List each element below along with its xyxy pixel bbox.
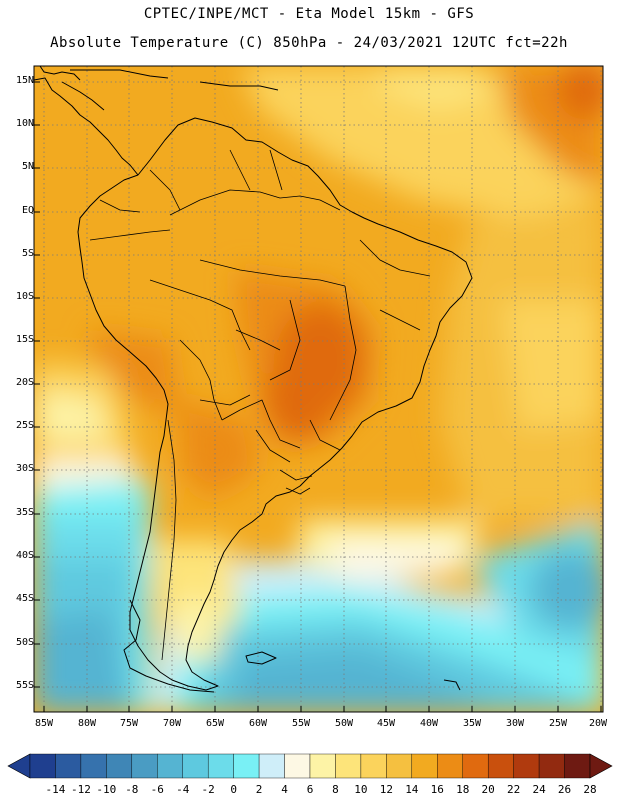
colorbar-label: -6	[150, 783, 164, 796]
lat-label: 55S	[15, 680, 34, 691]
lat-label: 25S	[15, 420, 34, 431]
colorbar-label: -14	[45, 783, 66, 796]
lat-label: 5N	[21, 161, 34, 172]
lat-label: 20S	[15, 377, 34, 388]
colorbar-swatch	[29, 753, 56, 779]
colorbar-swatch	[411, 753, 438, 779]
lat-label: 15N	[15, 75, 34, 86]
lon-label: 55W	[291, 718, 311, 729]
lon-label: 20W	[588, 718, 608, 729]
colorbar-label: 0	[230, 783, 237, 796]
colorbar-swatch	[131, 753, 158, 779]
colorbar-swatch	[55, 753, 82, 779]
colorbar-swatch	[284, 753, 311, 779]
lat-label: 50S	[15, 637, 34, 648]
colorbar-swatch	[80, 753, 107, 779]
axis-ticks	[34, 81, 602, 712]
colorbar-swatch	[513, 753, 540, 779]
colorbar-swatch	[564, 753, 591, 779]
colorbar-swatch	[233, 753, 260, 779]
lon-label: 65W	[205, 718, 225, 729]
lon-label: 35W	[462, 718, 482, 729]
lon-label: 25W	[548, 718, 568, 729]
lat-label: 15S	[15, 334, 34, 345]
colorbar-swatch	[182, 753, 209, 779]
colorbar-label: 10	[354, 783, 368, 796]
colorbar-label: 20	[481, 783, 495, 796]
coastline	[34, 66, 473, 693]
colorbar-label: 8	[332, 783, 339, 796]
colorbar-swatch	[309, 753, 336, 779]
lon-label: 30W	[505, 718, 525, 729]
lon-label: 80W	[77, 718, 97, 729]
graticule	[34, 66, 603, 712]
temperature-field	[34, 66, 603, 712]
lon-label: 75W	[119, 718, 139, 729]
colorbar-label: 2	[255, 783, 263, 796]
colorbar-swatch	[360, 753, 387, 779]
colorbar-swatch	[335, 753, 362, 779]
lat-label: 30S	[15, 463, 34, 474]
lat-label: EQ	[21, 205, 34, 216]
colorbar-label: -8	[125, 783, 139, 796]
lat-label: 5S	[21, 248, 34, 259]
lat-label: 45S	[15, 593, 34, 604]
colorbar-label: 18	[456, 783, 470, 796]
lon-label: 40W	[419, 718, 439, 729]
colorbar-label: 4	[281, 783, 288, 796]
colorbar-extend-high	[589, 753, 613, 779]
colorbar-swatch	[487, 753, 514, 779]
colorbar-label: -12	[70, 783, 91, 796]
colorbar-label: 16	[430, 783, 444, 796]
lat-label: 40S	[15, 550, 34, 561]
lat-label: 35S	[15, 507, 34, 518]
colorbar-swatch	[437, 753, 463, 779]
lat-label: 10S	[15, 291, 34, 302]
colorbar-swatch	[106, 753, 133, 779]
colorbar-swatch	[386, 753, 413, 779]
colorbar-label: 14	[405, 783, 419, 796]
colorbar-swatch	[538, 753, 565, 779]
colorbar-label: -4	[176, 783, 190, 796]
colorbar-label: 28	[583, 783, 597, 796]
colorbar-label: -2	[201, 783, 215, 796]
colorbar-label: -10	[96, 783, 117, 796]
colorbar-swatch	[258, 753, 285, 779]
colorbar-label: 12	[379, 783, 393, 796]
chart-title-line1: CPTEC/INPE/MCT - Eta Model 15km - GFS	[143, 6, 475, 22]
map-frame	[33, 65, 604, 713]
colorbar-label: 6	[306, 783, 314, 796]
chart-title-line2: Absolute Temperature (C) 850hPa - 24/03/…	[50, 35, 568, 51]
country-borders	[89, 149, 431, 661]
lat-label: 10N	[15, 118, 34, 129]
colorbar-extend-low	[7, 753, 31, 779]
colorbar-swatch	[157, 753, 183, 779]
lon-label: 50W	[334, 718, 354, 729]
colorbar	[7, 753, 613, 779]
colorbar-swatch	[207, 753, 234, 779]
lon-label: 60W	[248, 718, 268, 729]
colorbar-label: 22	[507, 783, 521, 796]
colorbar-swatch	[462, 753, 489, 779]
lon-label: 45W	[376, 718, 396, 729]
colorbar-label: 24	[532, 783, 546, 796]
colorbar-label: 26	[557, 783, 572, 796]
lon-label: 85W	[34, 718, 54, 729]
lon-label: 70W	[162, 718, 182, 729]
